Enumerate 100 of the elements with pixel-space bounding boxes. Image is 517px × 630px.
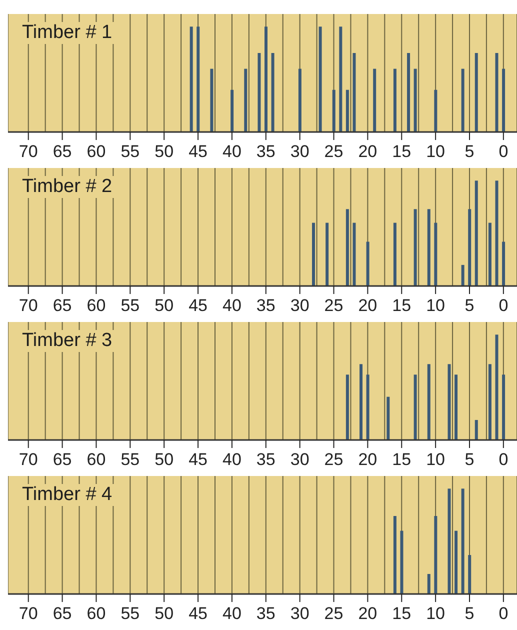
x-tick-label: 25 xyxy=(324,142,344,161)
bar xyxy=(298,68,302,132)
x-tick-label: 45 xyxy=(188,604,208,623)
x-tick-label: 0 xyxy=(498,450,508,469)
bar xyxy=(414,209,417,286)
x-tick-label: 0 xyxy=(498,142,508,161)
x-tick-label: 40 xyxy=(222,296,242,315)
bar xyxy=(332,90,336,132)
bar xyxy=(264,26,268,132)
bar xyxy=(454,530,458,594)
bar xyxy=(339,26,342,132)
x-tick-label: 55 xyxy=(120,604,140,623)
bar xyxy=(461,264,464,286)
bar xyxy=(434,516,438,594)
x-tick-label: 45 xyxy=(188,142,208,161)
x-tick-label: 70 xyxy=(18,142,38,161)
bar xyxy=(400,530,404,594)
x-tick-label: 65 xyxy=(52,450,72,469)
x-tick-label: 40 xyxy=(222,450,242,469)
x-tick-label: 60 xyxy=(86,450,106,469)
x-tick-label: 30 xyxy=(290,296,310,315)
x-tick-label: 35 xyxy=(256,450,276,469)
x-tick-label: 35 xyxy=(256,142,276,161)
x-tick-label: 10 xyxy=(426,604,446,623)
bar xyxy=(352,52,356,132)
x-tick-label: 5 xyxy=(464,450,474,469)
chart-title: Timber # 2 xyxy=(18,176,116,198)
x-tick-label: 55 xyxy=(120,296,140,315)
x-tick-label: 25 xyxy=(324,604,344,623)
x-tick-label: 30 xyxy=(290,142,310,161)
bar xyxy=(196,26,200,132)
bar xyxy=(488,364,492,440)
x-tick-label: 65 xyxy=(52,604,72,623)
bar xyxy=(474,180,478,286)
x-tick-label: 50 xyxy=(154,450,174,469)
bar xyxy=(326,222,329,286)
x-tick-label: 40 xyxy=(222,142,242,161)
chart-title: Timber # 4 xyxy=(18,484,116,506)
x-tick-label: 15 xyxy=(392,296,412,315)
bar xyxy=(495,52,498,132)
x-tick-label: 65 xyxy=(52,296,72,315)
x-tick-label: 10 xyxy=(426,142,446,161)
bar xyxy=(352,222,356,286)
x-tick-label: 70 xyxy=(18,450,38,469)
x-tick-label: 15 xyxy=(392,604,412,623)
x-tick-label: 30 xyxy=(290,450,310,469)
bar xyxy=(373,68,376,132)
x-tick-label: 25 xyxy=(324,296,344,315)
bar xyxy=(393,68,396,132)
x-tick-label: 10 xyxy=(426,296,446,315)
x-tick-label: 70 xyxy=(18,296,38,315)
x-tick-label: 65 xyxy=(52,142,72,161)
bar xyxy=(474,420,478,440)
bar xyxy=(366,242,370,286)
x-tick-label: 45 xyxy=(188,296,208,315)
x-tick-label: 70 xyxy=(18,604,38,623)
bar xyxy=(386,396,390,440)
bar xyxy=(495,334,498,440)
x-tick-label: 5 xyxy=(464,296,474,315)
bar xyxy=(461,488,464,594)
bar xyxy=(393,516,396,594)
x-tick-label: 40 xyxy=(222,604,242,623)
x-tick-label: 45 xyxy=(188,450,208,469)
bar xyxy=(407,52,410,132)
bar xyxy=(346,90,349,132)
bar xyxy=(502,68,506,132)
x-tick-label: 20 xyxy=(358,296,378,315)
bar xyxy=(190,26,193,132)
x-tick-label: 15 xyxy=(392,142,412,161)
bar xyxy=(414,374,417,440)
bar xyxy=(427,574,430,594)
bar xyxy=(312,222,316,286)
x-tick-label: 20 xyxy=(358,450,378,469)
x-tick-label: 5 xyxy=(464,142,474,161)
bar xyxy=(346,209,349,286)
bar xyxy=(210,68,214,132)
x-tick-label: 20 xyxy=(358,604,378,623)
x-tick-label: 25 xyxy=(324,450,344,469)
bar xyxy=(434,90,438,132)
bar xyxy=(468,555,472,594)
bar xyxy=(448,488,451,594)
bar xyxy=(468,209,472,286)
bar xyxy=(360,364,363,440)
bar xyxy=(427,209,430,286)
x-tick-label: 55 xyxy=(120,450,140,469)
x-tick-label: 55 xyxy=(120,142,140,161)
bar xyxy=(502,242,506,286)
x-tick-label: 50 xyxy=(154,604,174,623)
chart-title: Timber # 1 xyxy=(18,22,116,44)
x-tick-label: 15 xyxy=(392,450,412,469)
bar xyxy=(448,364,451,440)
x-tick-label: 50 xyxy=(154,296,174,315)
x-tick-label: 60 xyxy=(86,604,106,623)
bar xyxy=(434,222,438,286)
bar xyxy=(454,374,458,440)
bar xyxy=(474,52,478,132)
bar xyxy=(230,90,234,132)
bar xyxy=(461,68,464,132)
bar xyxy=(495,180,498,286)
x-tick-label: 35 xyxy=(256,296,276,315)
